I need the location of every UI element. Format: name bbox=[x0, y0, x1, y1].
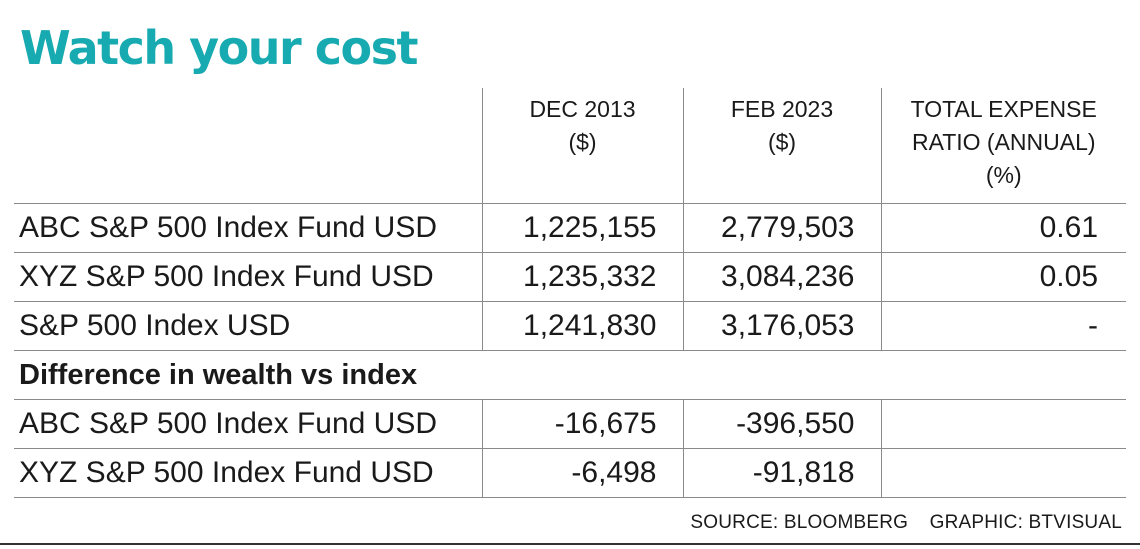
diff-dec2013: -16,675 bbox=[481, 399, 683, 449]
diff-expense-ratio bbox=[880, 399, 1126, 449]
value-dec2013: 1,241,830 bbox=[481, 301, 683, 351]
header-feb2023-line1: FEB 2023 bbox=[730, 96, 834, 122]
table-row: S&P 500 Index USD 1,241,830 3,176,053 - bbox=[14, 301, 1126, 351]
value-feb2023: 3,176,053 bbox=[682, 301, 881, 351]
graphic-credit-text: GRAPHIC: BTVISUAL bbox=[929, 512, 1122, 533]
source-text: SOURCE: BLOOMBERG bbox=[690, 512, 909, 533]
value-dec2013: 1,235,332 bbox=[481, 252, 683, 302]
section-row: Difference in wealth vs index bbox=[14, 350, 1126, 400]
value-expense-ratio: - bbox=[880, 301, 1126, 351]
header-ter-line3: (%) bbox=[985, 162, 1022, 188]
source-credit: SOURCE: BLOOMBERG GRAPHIC: BTVISUAL bbox=[690, 512, 1122, 534]
diff-feb2023: -396,550 bbox=[682, 399, 881, 449]
value-feb2023: 3,084,236 bbox=[682, 252, 881, 302]
header-dec2013: DEC 2013 ($) bbox=[481, 88, 683, 204]
value-feb2023: 2,779,503 bbox=[682, 203, 881, 253]
fund-name: S&P 500 Index USD bbox=[14, 301, 482, 351]
section-heading: Difference in wealth vs index bbox=[14, 350, 1126, 400]
header-row: DEC 2013 ($) FEB 2023 ($) TOTAL EXPENSE … bbox=[14, 88, 1126, 204]
header-dec2013-line2: ($) bbox=[568, 129, 597, 155]
value-expense-ratio: 0.05 bbox=[880, 252, 1126, 302]
header-feb2023: FEB 2023 ($) bbox=[682, 88, 881, 204]
fund-name: XYZ S&P 500 Index Fund USD bbox=[14, 252, 482, 302]
chart-title: Watch your cost bbox=[20, 21, 418, 75]
value-dec2013: 1,225,155 bbox=[481, 203, 683, 253]
fund-name: ABC S&P 500 Index Fund USD bbox=[14, 399, 482, 449]
table-row: ABC S&P 500 Index Fund USD -16,675 -396,… bbox=[14, 399, 1126, 449]
header-ter-line1: TOTAL EXPENSE bbox=[910, 96, 1097, 122]
diff-dec2013: -6,498 bbox=[481, 448, 683, 498]
fund-name: XYZ S&P 500 Index Fund USD bbox=[14, 448, 482, 498]
header-expense-ratio: TOTAL EXPENSE RATIO (ANNUAL) (%) bbox=[880, 88, 1126, 204]
fund-name: ABC S&P 500 Index Fund USD bbox=[14, 203, 482, 253]
header-ter-line2: RATIO (ANNUAL) bbox=[911, 129, 1096, 155]
table-row: ABC S&P 500 Index Fund USD 1,225,155 2,7… bbox=[14, 203, 1126, 253]
table-row: XYZ S&P 500 Index Fund USD 1,235,332 3,0… bbox=[14, 252, 1126, 302]
diff-expense-ratio bbox=[880, 448, 1126, 498]
table-row: XYZ S&P 500 Index Fund USD -6,498 -91,81… bbox=[14, 448, 1126, 498]
header-feb2023-line2: ($) bbox=[767, 129, 797, 155]
value-expense-ratio: 0.61 bbox=[880, 203, 1126, 253]
header-empty bbox=[14, 88, 482, 204]
bottom-divider bbox=[0, 543, 1140, 545]
header-dec2013-line1: DEC 2013 bbox=[529, 96, 636, 122]
diff-feb2023: -91,818 bbox=[682, 448, 881, 498]
cost-table: DEC 2013 ($) FEB 2023 ($) TOTAL EXPENSE … bbox=[14, 88, 1126, 498]
